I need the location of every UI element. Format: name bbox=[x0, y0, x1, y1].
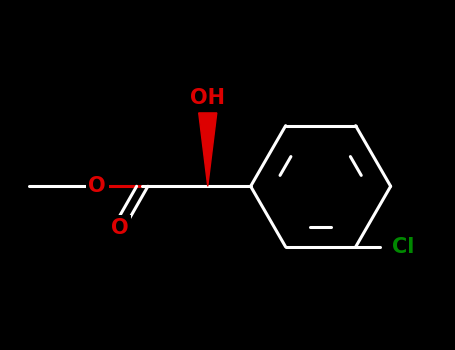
Text: O: O bbox=[111, 218, 128, 238]
Text: O: O bbox=[88, 176, 106, 196]
Text: OH: OH bbox=[190, 89, 225, 108]
Text: Cl: Cl bbox=[392, 237, 414, 257]
Polygon shape bbox=[199, 113, 217, 186]
